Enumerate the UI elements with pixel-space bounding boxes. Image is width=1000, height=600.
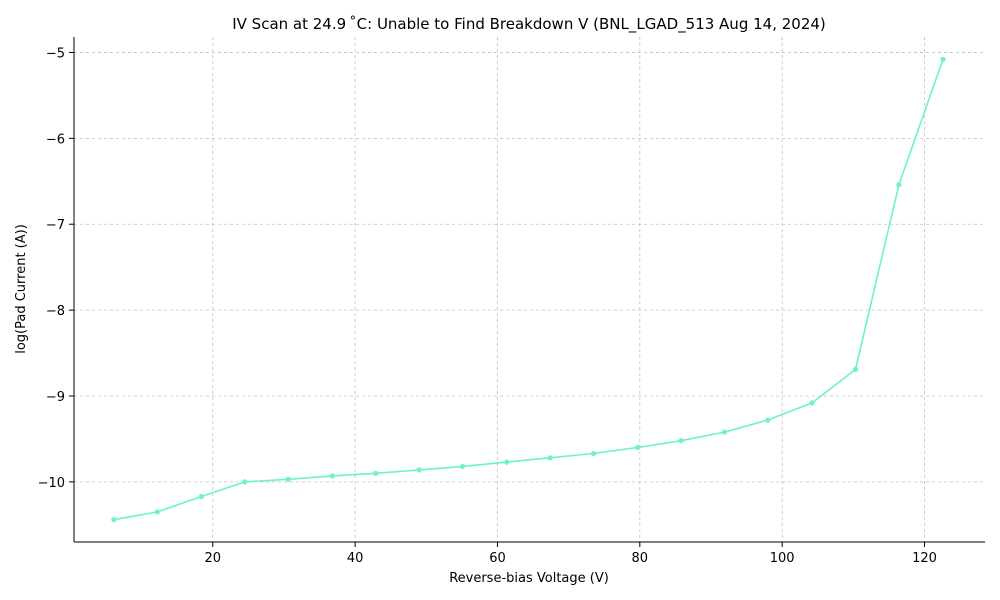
data-point [199,494,204,499]
data-point [155,509,160,514]
data-point [809,400,814,405]
y-tick-label: −5 [46,46,65,61]
data-point [635,445,640,450]
y-tick-label: −9 [46,390,65,405]
data-point [591,451,596,456]
chart-title: IV Scan at 24.9 ˚C: Unable to Find Break… [232,15,826,34]
data-point [940,57,945,62]
ticks: 20 40 60 80 100 120 −10 −9 −8 −7 −6 −5 [38,46,937,566]
data-point [678,438,683,443]
x-tick-label: 100 [770,551,795,566]
data-point [242,479,247,484]
y-tick-label: −7 [46,218,65,233]
data-point [896,182,901,187]
data-point [111,517,116,522]
y-tick-label: −10 [38,476,65,491]
series-line [114,59,943,519]
data-point [373,471,378,476]
data-point [548,455,553,460]
data-point [853,367,858,372]
y-tick-label: −8 [46,304,65,319]
y-tick-label: −6 [46,132,65,147]
data-point [460,464,465,469]
data-point [330,473,335,478]
data-point [765,417,770,422]
data-point [504,460,509,465]
series [111,57,945,523]
x-axis-label: Reverse-bias Voltage (V) [449,571,609,586]
x-tick-label: 80 [632,551,649,566]
y-axis-label: log(Pad Current (A)) [14,224,29,354]
axes [74,37,985,542]
x-tick-label: 60 [489,551,506,566]
grid [74,37,985,542]
data-point [722,429,727,434]
data-point [417,467,422,472]
x-tick-label: 40 [347,551,364,566]
data-point [286,477,291,482]
x-tick-label: 120 [912,551,937,566]
x-tick-label: 20 [205,551,222,566]
